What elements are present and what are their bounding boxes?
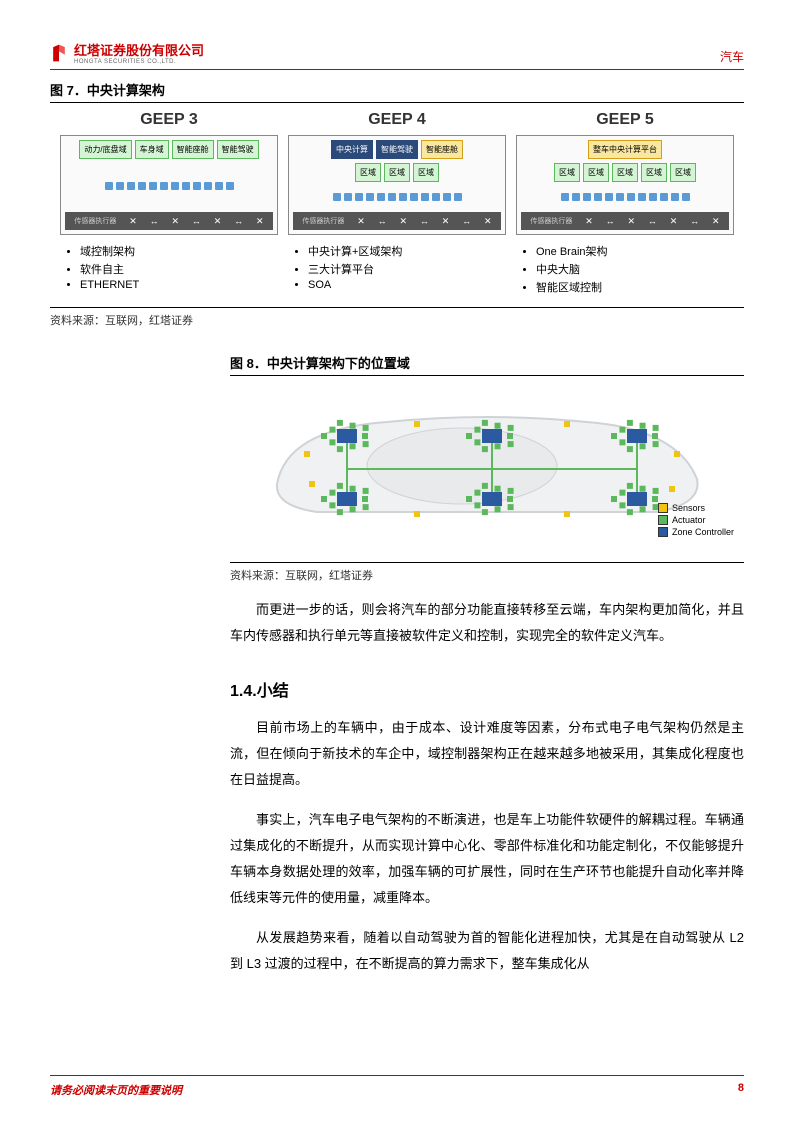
geep-bullets: 中央计算+区域架构三大计算平台 SOA <box>288 243 506 291</box>
zone-module: 区域 <box>384 163 410 182</box>
zone-module: 区域 <box>670 163 696 182</box>
geep-box: 中央计算智能驾驶智能座舱 区域区域区域 传感器执行器✕↔✕↔✕↔✕ <box>288 135 506 235</box>
module-box: 车身域 <box>135 140 169 159</box>
zone-module: 区域 <box>413 163 439 182</box>
page-footer: 请务必阅读末页的重要说明 8 <box>50 1075 744 1098</box>
bullet-item: 域控制架构 <box>80 243 278 259</box>
page-header: 红塔证券股份有限公司 HONGTA SECURITIES CO.,LTD. 汽车 <box>50 40 744 70</box>
paragraph-2: 目前市场上的车辆中，由于成本、设计难度等因素，分布式电子电气架构仍然是主流，但在… <box>230 715 744 793</box>
zone-module: 区域 <box>355 163 381 182</box>
module-box: 整车中央计算平台 <box>588 140 662 159</box>
zone-module: 区域 <box>641 163 667 182</box>
module-box: 智能座舱 <box>421 140 463 159</box>
company-logo-icon <box>50 43 68 63</box>
legend-zone-swatch <box>658 527 668 537</box>
zone-module: 区域 <box>554 163 580 182</box>
footer-page-number: 8 <box>738 1082 744 1098</box>
figure7-diagram: GEEP 3 动力/底盘域车身域智能座舱智能驾驶 传感器执行器✕↔✕↔✕↔✕ 域… <box>60 111 734 297</box>
legend-sensor-swatch <box>658 503 668 513</box>
geep-column: GEEP 5 整车中央计算平台 区域区域区域区域区域 传感器执行器✕↔✕↔✕↔✕… <box>516 111 734 297</box>
footer-disclaimer: 请务必阅读末页的重要说明 <box>50 1082 182 1098</box>
bullet-item: 中央计算+区域架构 <box>308 243 506 259</box>
legend-actuator-label: Actuator <box>672 515 706 525</box>
figure7-source: 资料来源：互联网，红塔证券 <box>50 307 744 328</box>
company-name-en: HONGTA SECURITIES CO.,LTD. <box>74 59 204 65</box>
paragraph-4: 从发展趋势来看，随着以自动驾驶为首的智能化进程加快，尤其是在自动驾驶从 L2 到… <box>230 925 744 977</box>
module-box: 动力/底盘域 <box>79 140 131 159</box>
sensor-bar: 传感器执行器✕↔✕↔✕↔✕ <box>65 212 273 230</box>
bullet-item: ETHERNET <box>80 279 278 291</box>
module-box: 智能座舱 <box>172 140 214 159</box>
legend-sensor-label: Sensors <box>672 503 705 513</box>
header-category: 汽车 <box>720 48 744 65</box>
legend-actuator-swatch <box>658 515 668 525</box>
bullet-item: SOA <box>308 279 506 291</box>
bullet-item: 智能区域控制 <box>536 279 734 295</box>
bullet-item: 三大计算平台 <box>308 261 506 277</box>
sensor-bar: 传感器执行器✕↔✕↔✕↔✕ <box>293 212 501 230</box>
module-box: 智能驾驶 <box>217 140 259 159</box>
geep-bullets: 域控制架构软件自主 ETHERNET <box>60 243 278 291</box>
module-box: 中央计算 <box>331 140 373 159</box>
figure8-source: 资料来源：互联网，红塔证券 <box>230 562 744 583</box>
geep-title: GEEP 4 <box>288 111 506 129</box>
bullet-item: 中央大脑 <box>536 261 734 277</box>
company-name: 红塔证券股份有限公司 <box>74 40 204 59</box>
geep-column: GEEP 4 中央计算智能驾驶智能座舱 区域区域区域 传感器执行器✕↔✕↔✕↔✕… <box>288 111 506 297</box>
figure8-diagram: Sensors Actuator Zone Controller <box>230 384 744 554</box>
geep-bullets: One Brain架构中央大脑智能区域控制 <box>516 243 734 295</box>
zone-module: 区域 <box>583 163 609 182</box>
figure8-title: 图 8．中央计算架构下的位置域 <box>230 353 744 376</box>
section-heading: 1.4.小结 <box>230 677 744 701</box>
geep-box: 整车中央计算平台 区域区域区域区域区域 传感器执行器✕↔✕↔✕↔✕ <box>516 135 734 235</box>
sensor-bar: 传感器执行器✕↔✕↔✕↔✕ <box>521 212 729 230</box>
figure7-title: 图 7．中央计算架构 <box>50 80 744 103</box>
logo: 红塔证券股份有限公司 HONGTA SECURITIES CO.,LTD. <box>50 40 204 65</box>
legend-zone-label: Zone Controller <box>672 527 734 537</box>
geep-box: 动力/底盘域车身域智能座舱智能驾驶 传感器执行器✕↔✕↔✕↔✕ <box>60 135 278 235</box>
paragraph-3: 事实上，汽车电子电气架构的不断演进，也是车上功能件软硬件的解耦过程。车辆通过集成… <box>230 807 744 911</box>
figure8-legend: Sensors Actuator Zone Controller <box>658 503 734 539</box>
geep-column: GEEP 3 动力/底盘域车身域智能座舱智能驾驶 传感器执行器✕↔✕↔✕↔✕ 域… <box>60 111 278 297</box>
geep-title: GEEP 3 <box>60 111 278 129</box>
geep-title: GEEP 5 <box>516 111 734 129</box>
paragraph-1: 而更进一步的话，则会将汽车的部分功能直接转移至云端，车内架构更加简化，并且车内传… <box>230 597 744 649</box>
module-box: 智能驾驶 <box>376 140 418 159</box>
bullet-item: One Brain架构 <box>536 243 734 259</box>
right-column: 图 8．中央计算架构下的位置域 <box>230 353 744 977</box>
zone-module: 区域 <box>612 163 638 182</box>
bullet-item: 软件自主 <box>80 261 278 277</box>
